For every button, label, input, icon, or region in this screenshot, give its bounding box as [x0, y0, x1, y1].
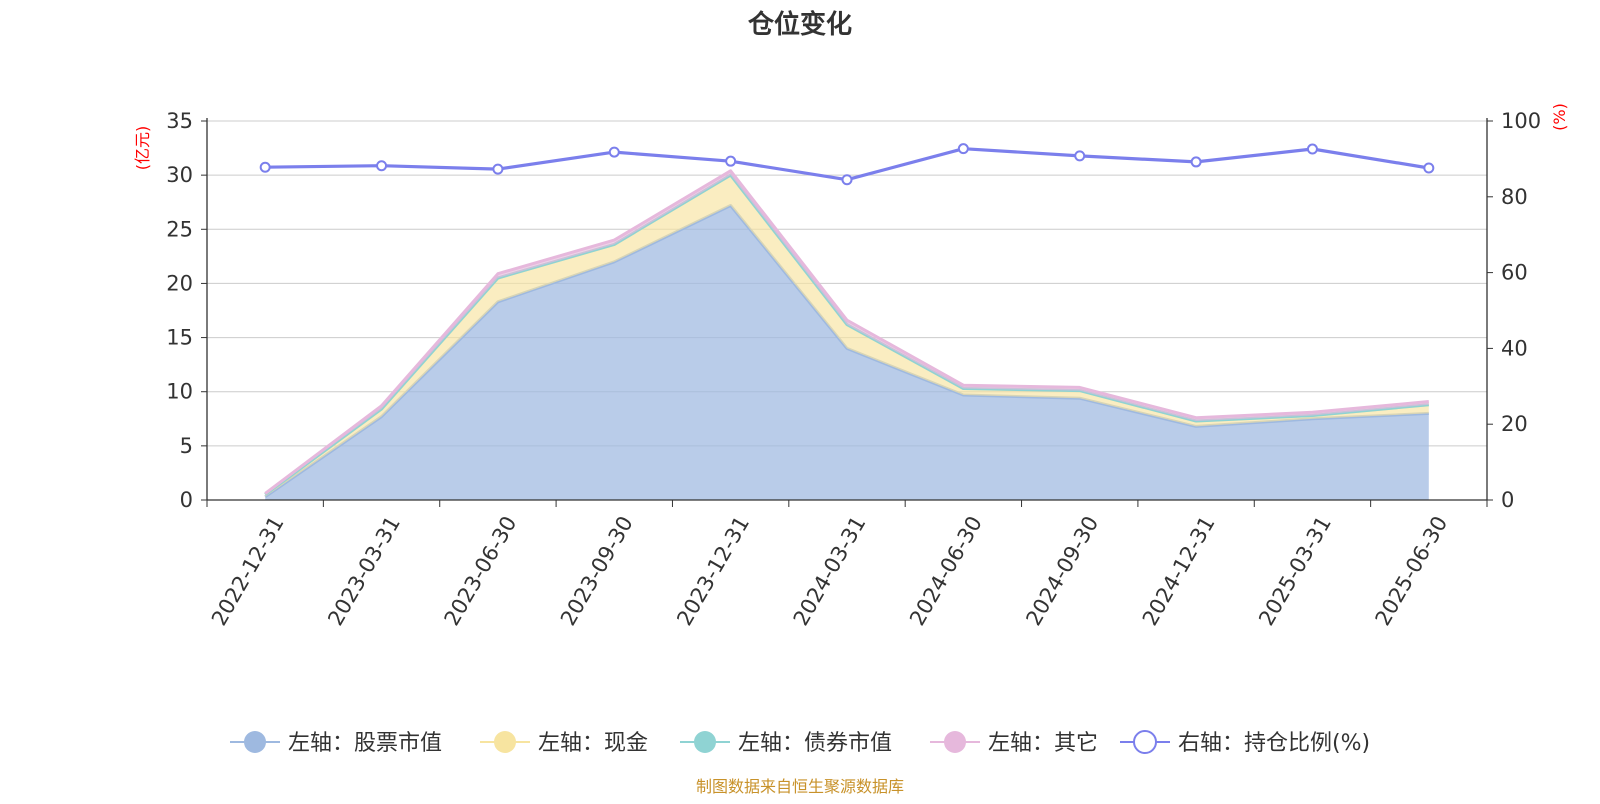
left-axis-tick-label: 30 [166, 163, 193, 187]
legend-label: 左轴：其它 [988, 731, 1098, 756]
holding-ratio-point [1190, 156, 1202, 168]
right-axis-tick-label: 80 [1501, 185, 1528, 209]
legend-marker [944, 731, 966, 753]
left-axis-tick-label: 0 [180, 488, 193, 512]
right-axis-tick-label: 40 [1501, 336, 1528, 360]
left-axis-tick-label: 20 [166, 271, 193, 295]
legend-label: 右轴：持仓比例(%) [1178, 731, 1370, 756]
x-axis-tick-label: 2022-12-31 [207, 512, 289, 630]
holding-ratio-point [376, 160, 388, 172]
area-fill-2 [265, 175, 1429, 497]
holding-ratio-point [725, 155, 737, 167]
left-axis-unit: (亿元) [133, 126, 152, 171]
area-edge-4 [264, 169, 1429, 495]
x-axis-tick-label: 2024-06-30 [905, 512, 987, 630]
x-axis-tick-label: 2024-09-30 [1021, 512, 1103, 630]
holding-ratio-point [957, 143, 969, 155]
data-source-note: 制图数据来自恒生聚源数据库 [696, 777, 904, 796]
x-axis-tick-label: 2023-06-30 [440, 512, 522, 630]
holding-ratio-point [608, 146, 620, 158]
x-axis-tick-label: 2023-12-31 [672, 512, 754, 630]
x-axis-tick-label: 2024-12-31 [1138, 512, 1220, 630]
holding-ratio-point [1074, 150, 1086, 162]
left-axis-tick-label: 25 [166, 217, 193, 241]
right-axis-tick-label: 100 [1501, 109, 1541, 133]
right-axis-tick-label: 0 [1501, 488, 1514, 512]
chart-title: 仓位变化 [747, 9, 852, 40]
right-axis-tick-label: 60 [1501, 261, 1528, 285]
x-axis-tick-label: 2024-03-31 [789, 512, 871, 630]
x-axis-tick-label: 2023-03-31 [323, 512, 405, 630]
left-axis-tick-label: 35 [166, 109, 193, 133]
holding-ratio-point [492, 163, 504, 175]
x-axis-tick-label: 2025-06-30 [1371, 512, 1453, 630]
left-axis-tick-label: 15 [166, 326, 193, 350]
stacked-areas [264, 169, 1429, 500]
legend-label: 左轴：现金 [538, 731, 648, 756]
holding-ratio-point [841, 174, 853, 186]
left-axis-tick-label: 5 [180, 434, 193, 458]
legend-item-3: 左轴：债券市值 [680, 731, 892, 756]
legend-marker [694, 731, 716, 753]
legend-marker-open [1133, 730, 1157, 754]
legend: 左轴：股票市值 左轴：现金 左轴：债券市值 左轴：其它 右轴：持仓比例(%) [230, 730, 1370, 756]
legend-marker [244, 731, 266, 753]
legend-label: 左轴：债券市值 [738, 731, 892, 756]
legend-item-2: 左轴：现金 [480, 731, 648, 756]
legend-item-4: 左轴：其它 [930, 731, 1098, 756]
x-axis-tick-label: 2023-09-30 [556, 512, 638, 630]
legend-item-5: 右轴：持仓比例(%) [1120, 730, 1370, 756]
legend-marker [494, 731, 516, 753]
holding-ratio-point [259, 161, 271, 173]
legend-item-1: 左轴：股票市值 [230, 731, 442, 756]
left-axis-tick-label: 10 [166, 380, 193, 404]
area-fill-1 [265, 205, 1429, 500]
holding-ratio-point [1306, 143, 1318, 155]
holding-ratio-point [1423, 162, 1435, 174]
x-axis-tick-label: 2025-03-31 [1254, 512, 1336, 630]
right-axis-tick-label: 20 [1501, 412, 1528, 436]
holding-ratio-line [259, 143, 1435, 186]
legend-label: 左轴：股票市值 [288, 731, 442, 756]
right-axis-unit: (%) [1550, 103, 1569, 131]
